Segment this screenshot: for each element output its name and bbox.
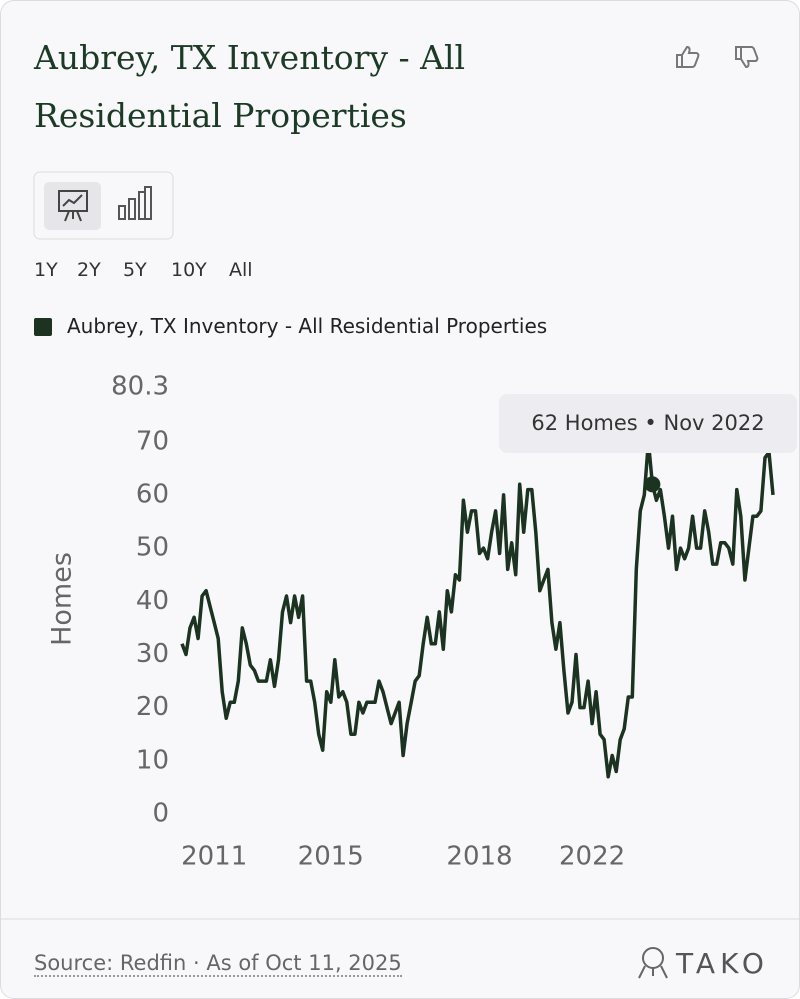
y-tick-label: 70 [136,426,169,456]
highlight-point [644,476,661,493]
x-tick-label: 2018 [446,842,512,872]
tooltip-text: 62 Homes • Nov 2022 [531,411,764,435]
y-tick-label: 40 [136,586,169,616]
y-tick-label: 50 [136,533,169,563]
brand: TAKO [676,947,769,980]
range-button[interactable]: 5Y [123,259,147,281]
tooltip-box [499,394,797,453]
range-button[interactable]: 2Y [77,259,101,281]
range-button[interactable]: All [229,259,253,281]
y-tick-label: 20 [136,692,169,722]
legend-label: Aubrey, TX Inventory - All Residential P… [67,314,548,338]
line-chart-button[interactable] [44,182,101,230]
y-axis-label: Homes [47,552,78,646]
title: Aubrey, TX Inventory - All Residential P… [34,38,466,135]
y-tick-label: 60 [136,479,169,509]
data-line [180,440,775,779]
source[interactable]: Source: Redfin · As of Oct 11, 2025 [34,951,402,977]
range-button[interactable]: 1Y [34,259,58,281]
bar-chart-button[interactable] [118,186,152,220]
legend-swatch [34,318,52,336]
x-tick-label: 2022 [559,842,625,872]
y-tick-label: 10 [136,745,169,775]
thumbs-up[interactable] [676,45,700,68]
y-tick-label: 80.3 [111,372,169,402]
thumbs-down[interactable] [735,46,759,69]
range-button[interactable]: 10Y [171,259,207,281]
brand-logo [638,947,668,979]
line-chart-icon [58,190,88,222]
x-tick-label: 2011 [181,842,247,872]
x-tick-label: 2015 [298,842,364,872]
y-tick-label: 0 [152,799,169,829]
y-tick-label: 30 [136,639,169,669]
